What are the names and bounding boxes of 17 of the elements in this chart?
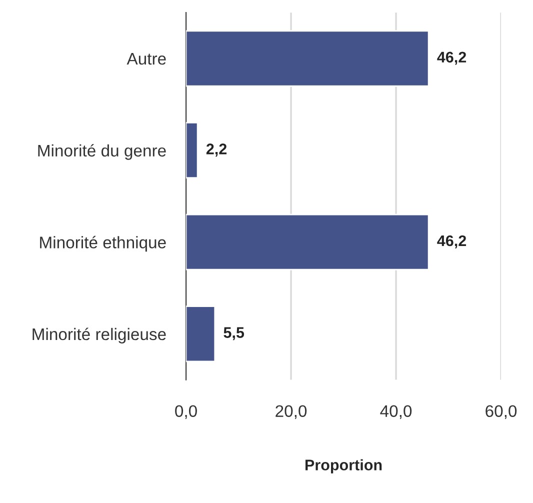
data-label: 46,2	[437, 235, 466, 248]
y-tick-label: Minorité religieuse	[32, 328, 166, 344]
bar	[186, 306, 216, 362]
y-tick-label: Minorité ethnique	[40, 236, 166, 252]
data-label: 2,2	[206, 144, 227, 157]
data-label: 46,2	[437, 52, 466, 65]
x-tick-label: 20,0	[276, 405, 307, 419]
bar	[186, 30, 430, 87]
x-axis-title: Proportion	[306, 459, 382, 474]
y-tick-label: Autre	[126, 53, 166, 65]
x-tick-label: 60,0	[486, 405, 517, 419]
x-tick-label: 0,0	[175, 405, 197, 419]
x-tick-label: 40,0	[380, 405, 412, 419]
bar	[186, 214, 430, 270]
bar	[186, 122, 198, 179]
y-tick-label: Minorité du genre	[38, 144, 166, 160]
data-label: 5,5	[224, 327, 244, 340]
